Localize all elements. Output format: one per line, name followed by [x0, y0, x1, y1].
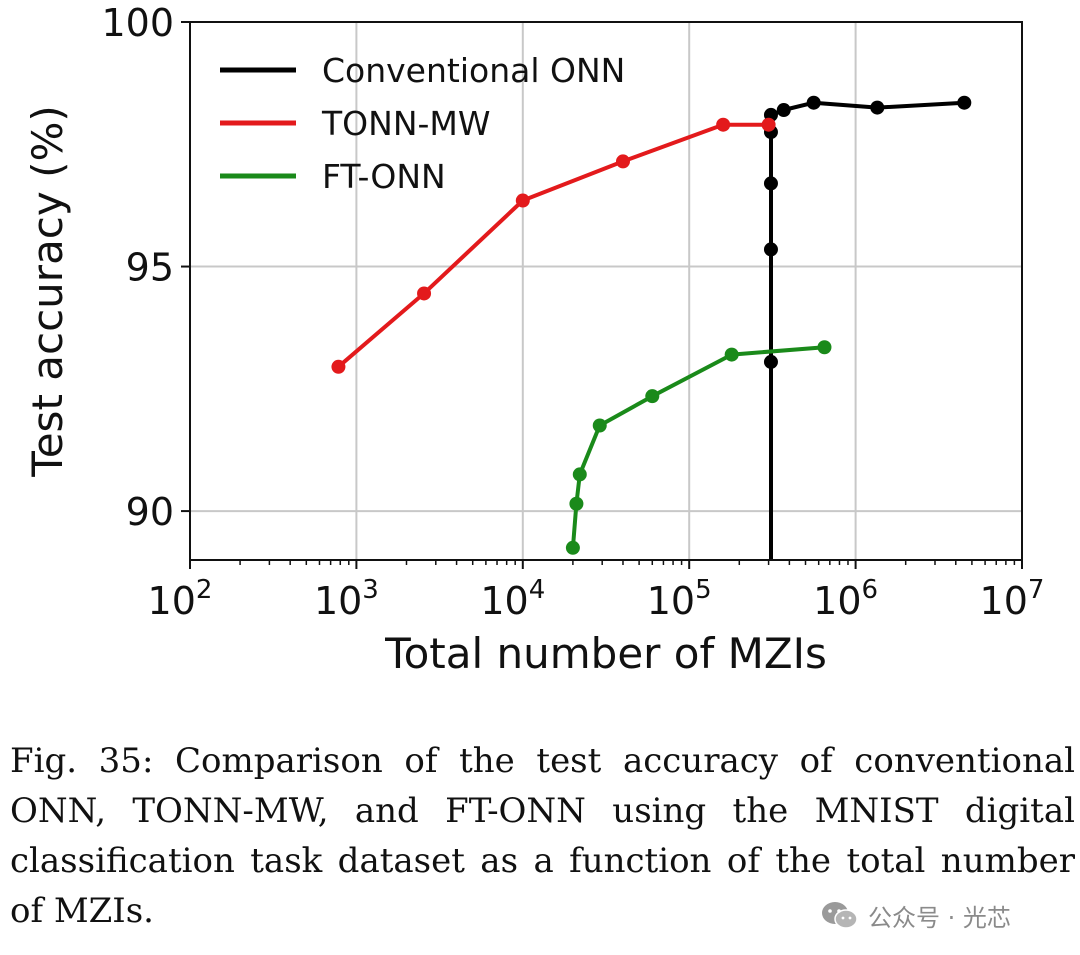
legend: Conventional ONN TONN-MW FT-ONN: [220, 51, 625, 196]
data-point: [763, 176, 778, 191]
chart-svg: 102 103 104 105 106 107 90 95 100 Total number o…: [23, 1, 1044, 678]
data-point: [592, 418, 607, 433]
data-point: [417, 286, 432, 301]
data-point: [331, 359, 346, 374]
data-point: [817, 340, 832, 355]
x-tick-label: 103: [314, 575, 379, 623]
data-point: [724, 347, 739, 362]
data-point: [776, 103, 791, 118]
y-tick-label: 100: [101, 1, 174, 45]
wechat-icon: [822, 901, 858, 929]
data-point: [515, 193, 530, 208]
data-point: [957, 95, 972, 110]
grid: [189, 21, 1023, 560]
data-point: [569, 496, 584, 511]
y-tick-label: 90: [126, 490, 174, 534]
chart: 102 103 104 105 106 107 90 95 100 Total number o…: [23, 1, 1044, 678]
data-point: [763, 242, 778, 257]
x-tick-label: 105: [647, 575, 712, 623]
watermark-text: 公众号 · 光芯: [868, 904, 1011, 932]
x-tick-label: 106: [813, 575, 878, 623]
data-point: [761, 117, 776, 132]
data-point: [645, 389, 660, 404]
data-point: [806, 95, 821, 110]
legend-label: TONN-MW: [321, 104, 491, 143]
y-axis-label: Test accuracy (%): [23, 105, 72, 478]
axis-ticks: 102 103 104 105 106 107 90 95 100: [101, 1, 1044, 623]
data-point: [870, 100, 885, 115]
legend-label: FT-ONN: [322, 157, 446, 196]
x-tick-label: 102: [148, 575, 213, 623]
data-point: [716, 117, 731, 132]
x-tick-label: 104: [480, 575, 545, 623]
data-point: [764, 602, 778, 616]
data-point: [763, 354, 778, 369]
series-line: [769, 100, 965, 560]
series-group: [331, 95, 972, 616]
legend-label: Conventional ONN: [322, 51, 625, 90]
series-line: [337, 122, 769, 369]
data-point: [565, 540, 580, 555]
plot-frame: [189, 21, 1023, 561]
y-tick-label: 95: [126, 246, 174, 290]
figure-caption: Fig. 35: Comparison of the test accuracy…: [10, 741, 1075, 931]
data-point: [572, 467, 587, 482]
x-axis-label: Total number of MZIs: [384, 629, 827, 678]
data-point: [615, 154, 630, 169]
series-line: [570, 345, 825, 548]
x-tick-label: 107: [980, 575, 1045, 623]
watermark: 公众号 · 光芯: [814, 896, 1017, 935]
